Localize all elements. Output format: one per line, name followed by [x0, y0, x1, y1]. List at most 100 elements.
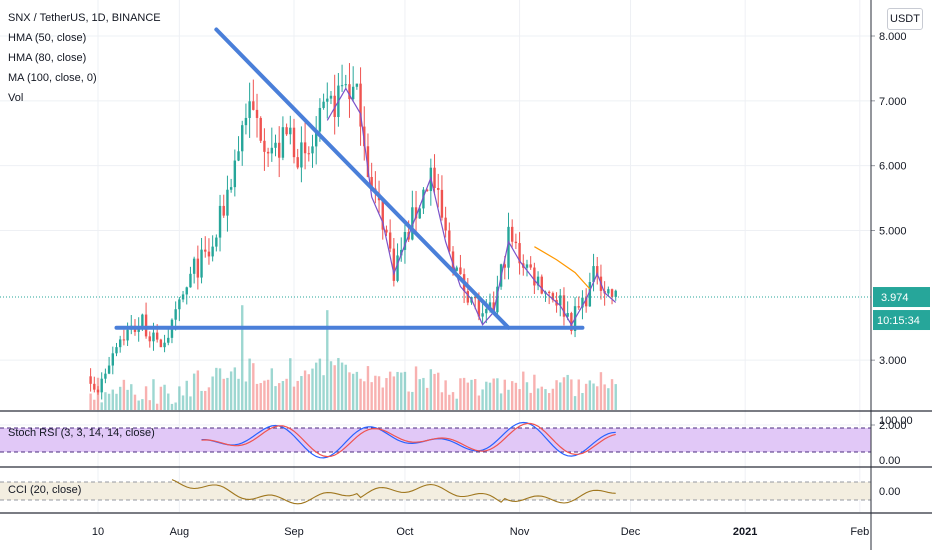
hma-50-line	[326, 87, 617, 326]
legend-hma-80[interactable]: HMA (80, close)	[8, 52, 87, 64]
volume-bar	[381, 387, 384, 410]
candle-body	[396, 255, 399, 281]
volume-bar	[577, 379, 580, 410]
candle-body	[174, 309, 177, 320]
volume-bar	[444, 380, 447, 410]
volume-bar	[300, 376, 303, 410]
volume-bar	[107, 393, 111, 410]
stoch-k-line	[201, 421, 616, 459]
countdown-tag	[873, 310, 930, 331]
candle-body	[222, 205, 225, 216]
candle-body	[488, 302, 492, 310]
volume-bar	[137, 400, 140, 410]
candle-body	[351, 86, 355, 100]
candle-body	[266, 151, 270, 154]
volume-bar	[488, 382, 492, 410]
volume-bar	[237, 378, 240, 410]
volume-bar	[226, 377, 229, 410]
volume-bar	[255, 383, 259, 410]
volume-bar	[185, 380, 188, 410]
candle-body	[226, 189, 229, 216]
volume-bar	[152, 379, 155, 410]
legend-hma-50[interactable]: HMA (50, close)	[8, 32, 87, 44]
candle-body	[122, 339, 126, 341]
volume-bar	[303, 370, 307, 410]
x-tick-label: Oct	[396, 526, 413, 538]
volume-bar	[144, 386, 148, 410]
volume-bar	[581, 393, 584, 410]
volume-bar	[292, 386, 296, 410]
candle-body	[289, 127, 292, 135]
volume-bar	[525, 382, 529, 410]
hma-lines	[326, 87, 617, 326]
cci-tick-label: 0.00	[879, 486, 900, 498]
currency-button[interactable]: USDT	[887, 8, 923, 30]
volume-bar	[207, 387, 211, 410]
volume-bar	[529, 392, 532, 410]
volume-bar	[437, 372, 440, 410]
volume-bar	[274, 386, 277, 410]
candle-body	[207, 251, 211, 257]
chart-grid	[0, 0, 871, 512]
candle-body	[111, 353, 114, 366]
candle-body	[233, 160, 237, 188]
volume-bar	[422, 377, 425, 410]
candle-body	[385, 229, 388, 233]
volume-bar	[189, 396, 192, 410]
candle-body	[89, 376, 92, 384]
candle-body	[340, 85, 344, 87]
candle-body	[192, 258, 196, 274]
volume-bar	[433, 373, 436, 410]
candle-body	[96, 389, 100, 393]
volume-bar	[163, 384, 166, 410]
volume-bar	[551, 388, 555, 410]
legend-vol[interactable]: Vol	[8, 92, 24, 104]
candle-body	[178, 299, 181, 310]
volume-bar	[440, 392, 444, 410]
candle-body	[303, 142, 307, 154]
y-tick-label: 2.000	[879, 420, 907, 432]
volume-bar	[148, 400, 151, 410]
volume-bar	[466, 382, 470, 410]
candle-body	[263, 140, 266, 152]
candle-body	[218, 205, 222, 238]
volume-bar	[344, 364, 347, 410]
x-tick-label: Aug	[170, 526, 190, 538]
volume-bar	[318, 358, 322, 410]
volume-bar	[470, 379, 473, 410]
volume-bar	[314, 362, 318, 410]
cci-pane	[0, 479, 871, 505]
candle-body	[614, 290, 617, 297]
cci-title[interactable]: CCI (20, close)	[8, 484, 82, 496]
volume-bar	[540, 386, 543, 410]
candle-body	[255, 109, 259, 118]
volume-bar	[603, 384, 606, 410]
candlesticks	[89, 63, 617, 400]
volume-bar	[522, 371, 525, 410]
legend-ma-100[interactable]: MA (100, close, 0)	[8, 72, 97, 84]
candle-body	[107, 365, 111, 374]
candle-body	[229, 187, 233, 190]
volume-bar	[133, 394, 137, 410]
candle-body	[559, 295, 562, 306]
candle-body	[326, 98, 329, 102]
candle-body	[359, 83, 362, 127]
candle-body	[237, 151, 240, 161]
volume-bar	[363, 381, 366, 410]
stoch-rsi-title[interactable]: Stoch RSI (3, 3, 14, 14, close)	[8, 427, 155, 439]
stoch-band	[0, 428, 871, 452]
candle-body	[215, 237, 218, 247]
candle-body	[296, 157, 299, 168]
candle-body	[211, 246, 214, 257]
volume-bar	[233, 367, 237, 410]
volume-bar	[374, 375, 377, 410]
candle-body	[196, 258, 200, 278]
candle-body	[551, 293, 555, 300]
volume-bar	[455, 398, 458, 410]
symbol-title: SNX / TetherUS, 1D, BINANCE	[8, 12, 161, 24]
candle-body	[481, 313, 484, 317]
candle-body	[167, 337, 170, 343]
x-tick-label: 2021	[733, 526, 757, 538]
candle-body	[363, 126, 366, 147]
